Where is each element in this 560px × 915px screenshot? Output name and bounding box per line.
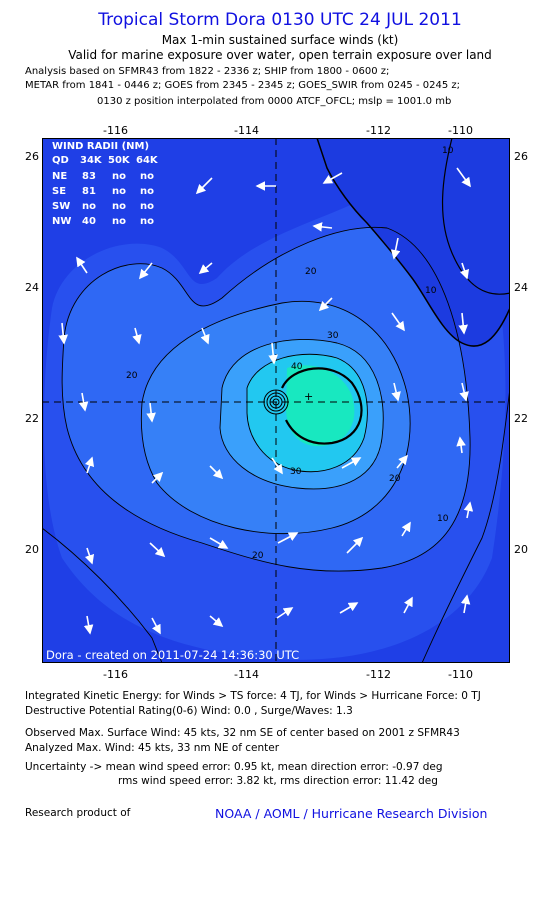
lat-tick-left: 20 — [25, 543, 39, 556]
radii-cell: no — [140, 186, 154, 197]
lon-tick-top: -114 — [234, 124, 259, 137]
lon-tick-top: -110 — [448, 124, 473, 137]
map-title: Tropical Storm Dora 0130 UTC 24 JUL 2011 — [98, 10, 462, 30]
uncertainty-line-2: rms wind speed error: 3.82 kt, rms direc… — [118, 775, 438, 787]
contour-label: 10 — [437, 514, 449, 524]
ike-line: Integrated Kinetic Energy: for Winds > T… — [25, 690, 481, 702]
lon-tick-bottom: -112 — [366, 668, 391, 681]
radii-header: 64K — [136, 155, 159, 166]
radii-cell: no — [140, 201, 154, 212]
radii-cell: no — [140, 216, 154, 227]
max-wind-marker: + — [304, 390, 313, 403]
wind-vectors — [58, 167, 474, 635]
research-label: Research product of — [25, 807, 131, 819]
dpr-line: Destructive Potential Rating(0-6) Wind: … — [25, 705, 353, 717]
radii-cell: NW — [52, 216, 71, 227]
wind-radii-title: WIND RADII (NM) — [52, 141, 149, 152]
radii-cell: 40 — [82, 216, 96, 227]
lon-tick-bottom: -116 — [103, 668, 128, 681]
contour-40kt — [280, 367, 363, 445]
radii-header: 34K — [80, 155, 103, 166]
radii-cell: 83 — [82, 171, 96, 182]
radii-cell: no — [82, 201, 96, 212]
lat-tick-right: 26 — [514, 150, 528, 163]
analysis-line-1: Analysis based on SFMR43 from 1822 - 233… — [25, 66, 390, 77]
land-baja — [316, 138, 510, 347]
radii-cell: 81 — [82, 186, 96, 197]
radii-cell: no — [112, 171, 126, 182]
contour-label: 30 — [290, 467, 302, 477]
radii-header: 50K — [108, 155, 131, 166]
lon-tick-top: -116 — [103, 124, 128, 137]
radii-cell: no — [112, 186, 126, 197]
uncertainty-line-1: Uncertainty -> mean wind speed error: 0.… — [25, 761, 443, 773]
wind-radii-table: WIND RADII (NM) QD 34K 50K 64K NE 83 no … — [52, 141, 159, 227]
map-subtitle: Max 1-min sustained surface winds (kt) — [161, 33, 399, 47]
contour-label: 40 — [291, 362, 303, 372]
radii-cell: SE — [52, 186, 66, 197]
lon-tick-bottom: -114 — [234, 668, 259, 681]
lat-tick-left: 24 — [25, 281, 39, 294]
land-coast-inner — [441, 138, 510, 295]
map-credit: Dora - created on 2011-07-24 14:36:30 UT… — [46, 648, 299, 662]
lat-tick-left: 22 — [25, 412, 39, 425]
noaa-aoml-link[interactable]: NOAA / AOML / Hurricane Research Divisio… — [215, 806, 488, 821]
wind-field-map[interactable]: 20 30 40 30 20 20 20 10 10 10 + — [42, 138, 510, 663]
radii-cell: SW — [52, 201, 70, 212]
observed-max-line: Observed Max. Surface Wind: 45 kts, 32 n… — [25, 727, 460, 739]
lon-tick-top: -112 — [366, 124, 391, 137]
radii-header: QD — [52, 155, 69, 166]
contour-label: 20 — [126, 371, 138, 381]
radii-cell: no — [140, 171, 154, 182]
lat-tick-right: 24 — [514, 281, 528, 294]
analysis-line-3: 0130 z position interpolated from 0000 A… — [97, 96, 452, 107]
contour-label: 20 — [252, 551, 264, 561]
contour-label: 30 — [327, 331, 339, 341]
analyzed-max-line: Analyzed Max. Wind: 45 kts, 33 nm NE of … — [25, 742, 280, 754]
radii-cell: no — [112, 201, 126, 212]
radii-cell: no — [112, 216, 126, 227]
radii-cell: NE — [52, 171, 67, 182]
lat-tick-right: 20 — [514, 543, 528, 556]
wind-band-core — [286, 365, 355, 447]
lat-tick-right: 22 — [514, 412, 528, 425]
contour-label: 20 — [389, 474, 401, 484]
map-validity-note: Valid for marine exposure over water, op… — [68, 48, 492, 62]
contour-label: 10 — [442, 146, 454, 156]
map-frame — [42, 138, 510, 663]
analysis-line-2: METAR from 1841 - 0446 z; GOES from 2345… — [25, 80, 460, 91]
contour-label: 20 — [305, 267, 317, 277]
lat-tick-left: 26 — [25, 150, 39, 163]
lon-tick-bottom: -110 — [448, 668, 473, 681]
contour-label: 10 — [425, 286, 437, 296]
